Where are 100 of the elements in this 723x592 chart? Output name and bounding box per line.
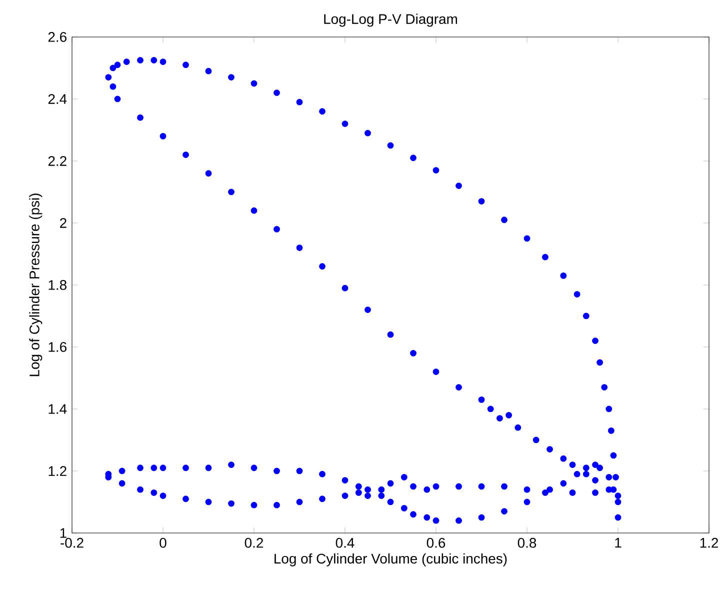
point <box>118 480 126 487</box>
chart-title: Log-Log P-V Diagram <box>324 14 457 27</box>
point <box>110 83 116 90</box>
point <box>274 502 280 508</box>
x-tick-label: 1.2 <box>700 538 718 548</box>
point <box>123 58 130 65</box>
point <box>424 486 430 493</box>
y-tick-label: 1.8 <box>48 280 66 290</box>
point <box>137 57 144 64</box>
point <box>614 492 622 499</box>
point <box>150 489 158 496</box>
y-tick-label: 1.4 <box>48 404 67 414</box>
point <box>137 486 144 493</box>
point <box>364 306 371 313</box>
point <box>532 436 540 444</box>
point <box>105 74 112 80</box>
x-tick-label: 0 <box>160 538 166 548</box>
point <box>608 427 614 434</box>
y-tick-label: 2 <box>60 218 66 228</box>
x-tick-label: 1 <box>615 538 622 548</box>
x-tick-label: 0.8 <box>518 538 536 548</box>
point <box>501 508 508 514</box>
point <box>160 492 166 499</box>
point <box>582 312 590 320</box>
point <box>546 446 553 452</box>
point <box>410 511 416 518</box>
point <box>569 462 576 468</box>
y-axis-title: Log of Cylinder Pressure (psi) <box>29 194 42 376</box>
point <box>596 359 604 366</box>
point <box>182 62 189 68</box>
point <box>592 462 598 468</box>
point <box>410 350 416 356</box>
point <box>478 514 485 521</box>
point <box>410 154 416 162</box>
point <box>574 470 580 478</box>
point <box>205 170 212 177</box>
point <box>574 291 580 298</box>
point <box>560 455 567 462</box>
point <box>524 498 530 506</box>
x-tick-label: 0.6 <box>426 538 446 548</box>
point <box>160 464 166 472</box>
point <box>546 486 553 493</box>
point <box>355 489 362 496</box>
y-tick-label: 2.6 <box>48 32 66 42</box>
point <box>355 483 362 490</box>
point <box>478 396 485 403</box>
x-axis-title: Log of Cylinder Volume (cubic inches) <box>274 553 507 566</box>
point <box>114 96 121 102</box>
point <box>610 486 617 493</box>
point <box>250 464 258 472</box>
point <box>400 474 408 480</box>
point <box>456 384 462 390</box>
point <box>424 514 430 521</box>
point <box>160 58 166 65</box>
point <box>274 468 280 474</box>
point <box>274 226 280 232</box>
point <box>342 284 348 292</box>
point <box>592 477 598 484</box>
point <box>614 498 622 506</box>
y-tick-label: 2.2 <box>48 156 66 166</box>
point <box>205 464 212 472</box>
point <box>432 483 440 490</box>
point <box>110 64 116 72</box>
point <box>150 57 158 64</box>
point <box>296 244 303 251</box>
point <box>410 483 416 490</box>
point <box>250 207 258 214</box>
point <box>387 331 394 338</box>
point <box>432 368 440 375</box>
point <box>319 496 326 502</box>
point <box>496 415 503 422</box>
point <box>205 68 212 74</box>
point <box>456 517 462 524</box>
point <box>601 384 608 390</box>
point <box>432 167 440 174</box>
y-tick-label: 1.6 <box>48 342 66 352</box>
point <box>378 486 385 493</box>
y-tick-label: 1 <box>60 528 66 538</box>
x-tick-label: -0.2 <box>60 538 84 548</box>
point <box>342 492 348 499</box>
point <box>487 406 494 412</box>
point <box>478 198 485 204</box>
point <box>228 188 234 196</box>
y-tick-label: 2.4 <box>48 94 67 104</box>
point <box>542 489 548 496</box>
point <box>319 470 326 478</box>
point <box>478 483 485 490</box>
point <box>150 464 158 472</box>
point <box>319 263 326 270</box>
point <box>250 502 258 508</box>
point <box>610 452 617 459</box>
point <box>592 489 598 496</box>
point <box>542 254 548 260</box>
y-tick-label: 1.2 <box>48 466 66 476</box>
point <box>378 492 385 499</box>
point <box>182 464 189 472</box>
point <box>296 468 303 474</box>
point <box>456 483 462 490</box>
point <box>582 464 590 472</box>
point <box>228 74 234 80</box>
